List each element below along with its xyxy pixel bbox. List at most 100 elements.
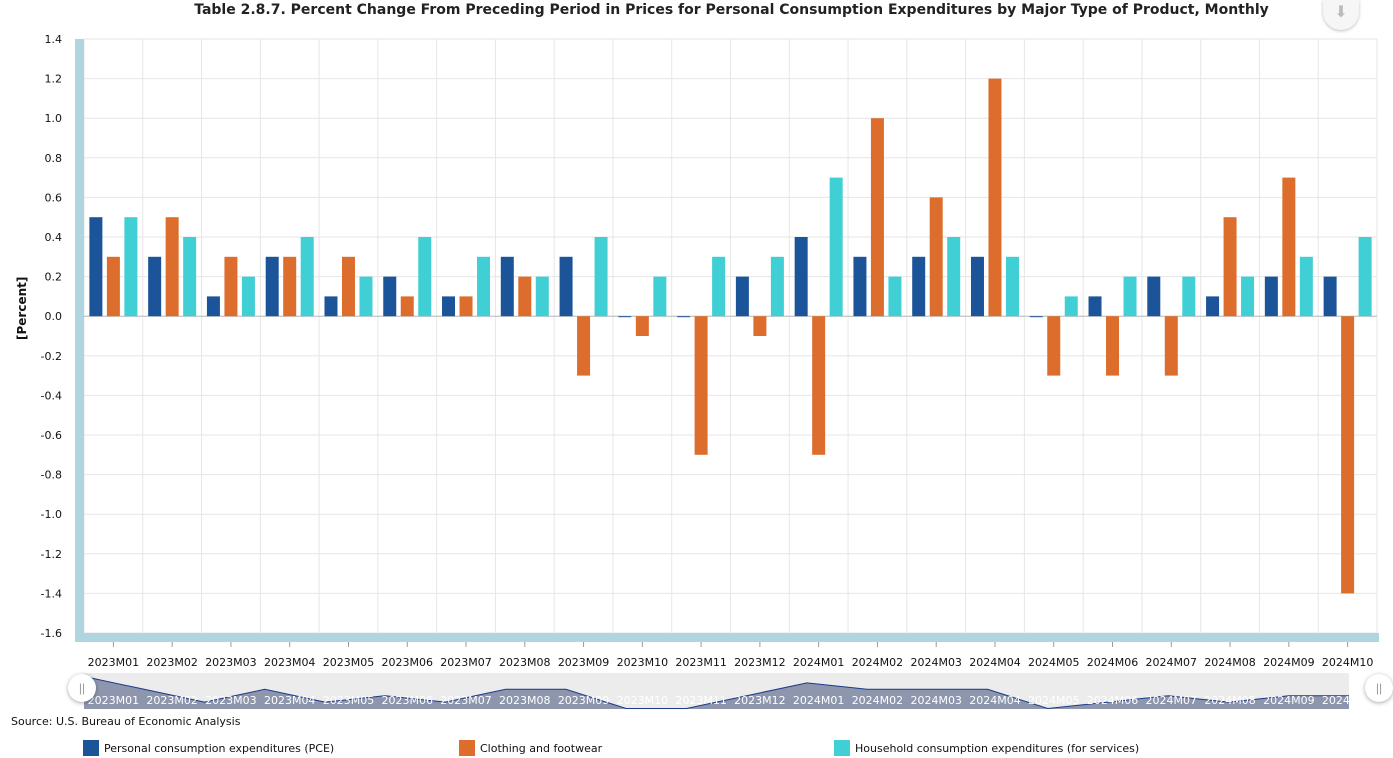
navigator-label: 2024M01 (793, 694, 844, 707)
x-tick-label: 2024M04 (969, 656, 1020, 669)
x-tick-label: 2023M01 (88, 656, 139, 669)
legend-swatch-household (834, 740, 850, 756)
x-tick-label: 2024M01 (793, 656, 844, 669)
bar-2-2023M11 (712, 256, 726, 317)
x-axis-band (75, 633, 1379, 642)
y-tick-label: -0.8 (41, 469, 62, 482)
y-tick-label: 1.4 (45, 33, 63, 46)
bar-1-2024M05 (1047, 316, 1061, 376)
navigator-label: 2024M03 (910, 694, 961, 707)
chart-area: 1.4 1.2 1.0 0.8 0.6 0.4 0.2 0.0 -0.2 -0.4 -0.6 -0.8… (41, 33, 1379, 710)
x-tick-label: 2024M02 (852, 656, 903, 669)
bar-0-2024M06 (1088, 296, 1102, 317)
navigator-label: 2023M02 (146, 694, 197, 707)
bar-1-2024M03 (929, 197, 943, 317)
bar-0-2023M03 (206, 296, 220, 317)
bar-0-2023M07 (442, 296, 456, 317)
navigator-label: 2023M07 (440, 694, 491, 707)
navigator-line (83, 676, 1349, 710)
bar-1-2024M06 (1106, 316, 1120, 376)
x-tick-label: 2024M09 (1263, 656, 1314, 669)
x-tick-label: 2023M05 (323, 656, 374, 669)
bar-0-2023M02 (148, 256, 162, 317)
bar-1-2023M12 (753, 316, 767, 336)
navigator-label: 2023M06 (382, 694, 433, 707)
y-tick-label: -1.0 (41, 508, 62, 521)
bar-0-2024M08 (1206, 296, 1220, 317)
bar-2-2023M04 (300, 237, 314, 317)
bar-1-2023M02 (165, 217, 179, 317)
bar-1-2024M04 (988, 78, 1002, 317)
navigator-label: 2023M05 (323, 694, 374, 707)
bar-1-2024M07 (1164, 316, 1178, 376)
navigator-label: 2024M09 (1263, 694, 1314, 707)
x-tick-label: 2023M02 (146, 656, 197, 669)
bar-2-2023M09 (594, 237, 608, 317)
y-tick-label: 0.6 (45, 191, 63, 204)
x-tick-label: 2023M03 (205, 656, 256, 669)
bar-0-2024M05 (1029, 316, 1043, 318)
legend-item-clothing[interactable]: Clothing and footwear (459, 740, 602, 756)
bar-1-2024M09 (1282, 177, 1296, 317)
legend-item-pce[interactable]: Personal consumption expenditures (PCE) (83, 740, 334, 756)
bar-0-2023M05 (324, 296, 338, 317)
navigator-right-handle[interactable]: || (1365, 674, 1393, 702)
bar-1-2024M01 (812, 316, 826, 455)
bar-1-2024M08 (1223, 217, 1237, 317)
legend-label-household: Household consumption expenditures (for … (855, 741, 1140, 755)
y-tick-label: 1.0 (45, 112, 63, 125)
bar-1-2024M02 (870, 118, 884, 317)
x-tick-label: 2024M06 (1087, 656, 1138, 669)
bar-0-2023M09 (559, 256, 573, 317)
bar-2-2024M10 (1358, 237, 1372, 317)
x-tick-label: 2023M04 (264, 656, 315, 669)
chart-title: Table 2.8.7. Percent Change From Precedi… (194, 2, 1269, 18)
navigator-label: 2024M07 (1146, 694, 1197, 707)
y-tick-label: -0.4 (41, 389, 62, 402)
x-tick-label: 2023M12 (734, 656, 785, 669)
y-tick-label: 0.8 (45, 152, 63, 165)
y-tick-label: 0.0 (45, 310, 63, 323)
bar-2-2024M09 (1299, 256, 1313, 317)
bar-0-2024M07 (1147, 276, 1161, 317)
navigator-label: 2023M08 (499, 694, 550, 707)
bar-2-2023M05 (359, 276, 373, 317)
navigator-label: 2024M08 (1204, 694, 1255, 707)
bar-0-2023M06 (383, 276, 397, 317)
bar-0-2024M10 (1323, 276, 1337, 317)
navigator-label: 2024M04 (969, 694, 1020, 707)
y-tick-label: -1.4 (41, 587, 62, 600)
navigator-label: 2023M09 (558, 694, 609, 707)
download-icon[interactable]: ⬇ (1323, 0, 1359, 30)
bar-2-2024M04 (1005, 256, 1019, 317)
legend-item-household[interactable]: Household consumption expenditures (for … (834, 740, 1139, 756)
bar-0-2024M04 (970, 256, 984, 317)
bar-0-2023M10 (618, 316, 632, 318)
x-tick-label: 2024M03 (910, 656, 961, 669)
legend-label-pce: Personal consumption expenditures (PCE) (104, 741, 335, 755)
bar-1-2023M01 (106, 256, 120, 317)
bar-2-2023M01 (124, 217, 138, 317)
y-tick-label: -1.6 (41, 627, 62, 640)
bar-1-2023M03 (224, 256, 238, 317)
bar-1-2023M09 (577, 316, 591, 376)
x-tick-label: 2023M08 (499, 656, 550, 669)
bar-0-2023M08 (500, 256, 514, 317)
y-tick-label: -0.6 (41, 429, 62, 442)
bar-1-2023M04 (283, 256, 297, 317)
y-tick-label: 0.4 (45, 231, 63, 244)
bar-1-2023M05 (341, 256, 355, 317)
bar-0-2023M11 (677, 316, 691, 318)
legend-swatch-pce (83, 740, 99, 756)
navigator-label: 2024M02 (852, 694, 903, 707)
bar-1-2023M11 (694, 316, 708, 455)
y-tick-label: 1.2 (45, 73, 63, 86)
navigator-label: 2024M05 (1028, 694, 1079, 707)
x-tick-label: 2024M05 (1028, 656, 1079, 669)
navigator-label: 2023M01 (88, 694, 139, 707)
x-tick-label: 2023M11 (675, 656, 726, 669)
bar-0-2024M02 (853, 256, 867, 317)
navigator-label: 2023M03 (205, 694, 256, 707)
navigator-left-handle[interactable]: || (68, 674, 96, 702)
y-tick-label: -1.2 (41, 548, 62, 561)
